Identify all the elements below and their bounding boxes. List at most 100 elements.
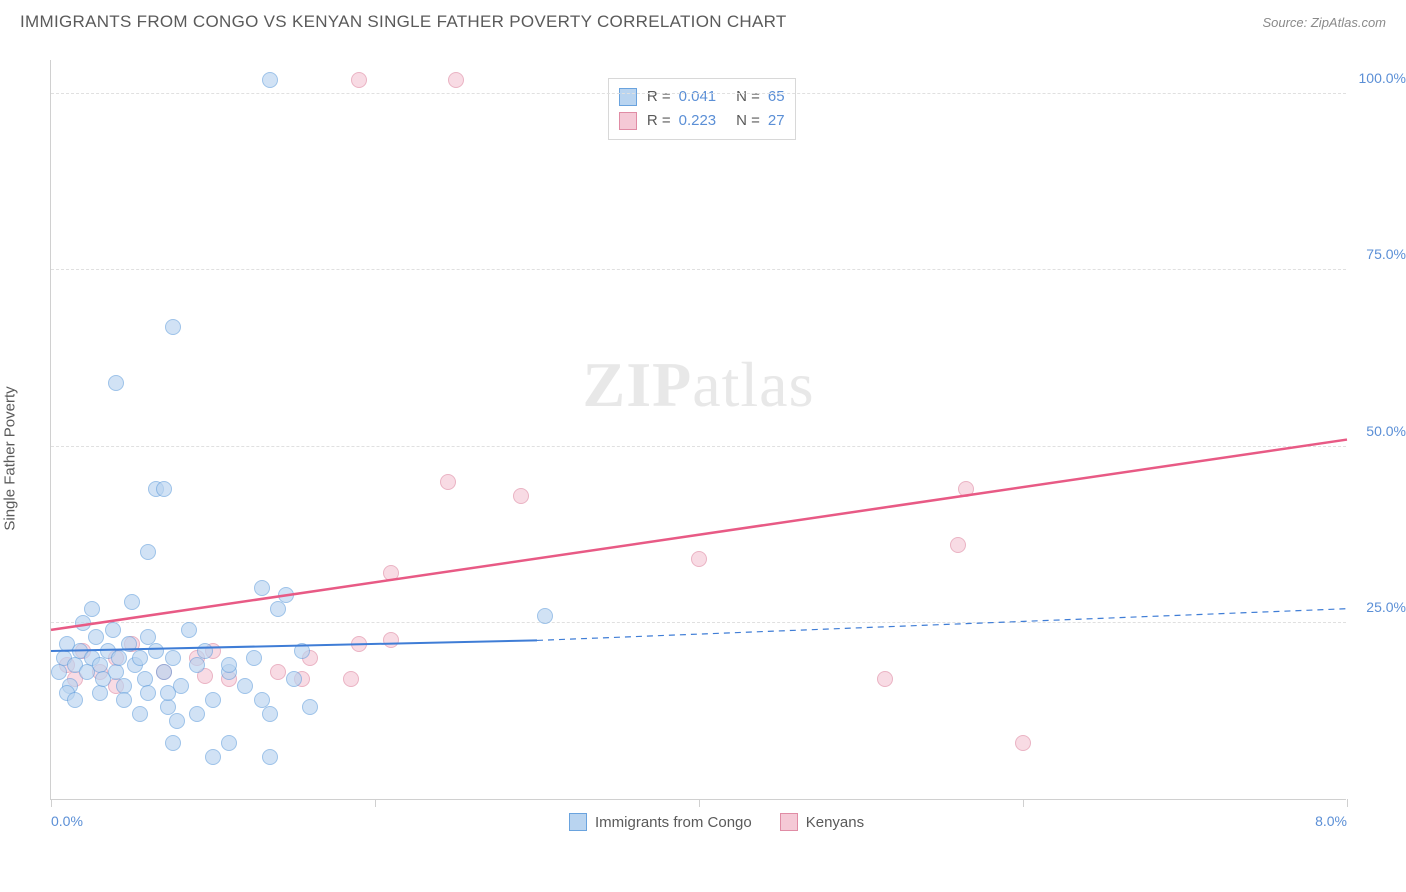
scatter-point-congo [189, 657, 205, 673]
scatter-point-congo [197, 643, 213, 659]
scatter-point-congo [156, 664, 172, 680]
watermark-bold: ZIP [583, 349, 693, 420]
scatter-point-congo [165, 650, 181, 666]
watermark: ZIPatlas [583, 348, 815, 422]
scatter-point-congo [262, 72, 278, 88]
scatter-point-congo [237, 678, 253, 694]
scatter-point-congo [189, 706, 205, 722]
scatter-point-congo [254, 580, 270, 596]
scatter-point-congo [205, 749, 221, 765]
n-label: N = [736, 109, 760, 133]
r-value-kenyan: 0.223 [679, 109, 717, 133]
y-tick-label: 100.0% [1350, 70, 1406, 86]
scatter-point-kenyan [383, 565, 399, 581]
plot-area: ZIPatlas R = 0.041 N = 65 R = 0.223 N = … [50, 60, 1346, 800]
legend-series: Immigrants from Congo Kenyans [569, 813, 882, 831]
y-tick-label: 50.0% [1350, 423, 1406, 439]
chart-container: Single Father Poverty ZIPatlas R = 0.041… [0, 40, 1406, 860]
scatter-point-kenyan [691, 551, 707, 567]
scatter-point-congo [132, 650, 148, 666]
scatter-point-congo [205, 692, 221, 708]
y-tick-label: 75.0% [1350, 246, 1406, 262]
source-attribution: Source: ZipAtlas.com [1262, 15, 1386, 30]
trendline [51, 440, 1347, 630]
scatter-point-kenyan [440, 474, 456, 490]
r-label: R = [647, 85, 671, 109]
x-tick [375, 799, 376, 807]
x-tick [1023, 799, 1024, 807]
scatter-point-kenyan [513, 488, 529, 504]
scatter-point-congo [165, 735, 181, 751]
scatter-point-congo [105, 622, 121, 638]
scatter-point-kenyan [448, 72, 464, 88]
n-value-kenyan: 27 [768, 109, 785, 133]
scatter-point-congo [92, 685, 108, 701]
gridline-horizontal [51, 269, 1346, 270]
scatter-point-kenyan [343, 671, 359, 687]
scatter-point-congo [116, 692, 132, 708]
scatter-point-congo [262, 749, 278, 765]
scatter-point-kenyan [1015, 735, 1031, 751]
y-tick-label: 25.0% [1350, 599, 1406, 615]
scatter-point-congo [148, 643, 164, 659]
scatter-point-congo [246, 650, 262, 666]
r-label: R = [647, 109, 671, 133]
gridline-horizontal [51, 93, 1346, 94]
scatter-point-congo [165, 319, 181, 335]
n-label: N = [736, 85, 760, 109]
scatter-point-congo [302, 699, 318, 715]
scatter-point-congo [75, 615, 91, 631]
x-tick [51, 799, 52, 807]
scatter-point-congo [270, 601, 286, 617]
gridline-horizontal [51, 446, 1346, 447]
gridline-horizontal [51, 622, 1346, 623]
scatter-point-congo [140, 685, 156, 701]
legend-stats-row-congo: R = 0.041 N = 65 [619, 85, 785, 109]
legend-label-congo: Immigrants from Congo [595, 814, 752, 831]
scatter-point-congo [278, 587, 294, 603]
scatter-point-congo [286, 671, 302, 687]
scatter-point-congo [221, 657, 237, 673]
legend-item-congo: Immigrants from Congo [569, 813, 752, 831]
legend-label-kenyan: Kenyans [806, 814, 864, 831]
n-value-congo: 65 [768, 85, 785, 109]
scatter-point-kenyan [958, 481, 974, 497]
scatter-point-kenyan [877, 671, 893, 687]
scatter-point-kenyan [950, 537, 966, 553]
scatter-point-congo [124, 594, 140, 610]
scatter-point-congo [88, 629, 104, 645]
scatter-point-congo [84, 601, 100, 617]
scatter-point-congo [156, 481, 172, 497]
scatter-point-kenyan [351, 72, 367, 88]
scatter-point-congo [121, 636, 137, 652]
scatter-point-kenyan [351, 636, 367, 652]
x-tick-label: 0.0% [51, 813, 83, 829]
legend-stats-row-kenyan: R = 0.223 N = 27 [619, 109, 785, 133]
r-value-congo: 0.041 [679, 85, 717, 109]
chart-title: IMMIGRANTS FROM CONGO VS KENYAN SINGLE F… [20, 12, 787, 32]
scatter-point-congo [294, 643, 310, 659]
y-axis-label: Single Father Poverty [2, 386, 19, 530]
x-tick [1347, 799, 1348, 807]
legend-item-kenyan: Kenyans [780, 813, 864, 831]
scatter-point-congo [108, 375, 124, 391]
scatter-point-congo [173, 678, 189, 694]
scatter-point-congo [181, 622, 197, 638]
swatch-congo [569, 813, 587, 831]
scatter-point-congo [160, 699, 176, 715]
trendline [537, 609, 1347, 641]
scatter-point-congo [140, 544, 156, 560]
swatch-kenyan [780, 813, 798, 831]
watermark-rest: atlas [692, 349, 814, 420]
x-tick [699, 799, 700, 807]
scatter-point-congo [132, 706, 148, 722]
swatch-congo [619, 88, 637, 106]
scatter-point-congo [537, 608, 553, 624]
scatter-point-congo [221, 735, 237, 751]
scatter-point-congo [262, 706, 278, 722]
legend-stats-box: R = 0.041 N = 65 R = 0.223 N = 27 [608, 78, 796, 140]
swatch-kenyan [619, 112, 637, 130]
scatter-point-congo [111, 650, 127, 666]
x-tick-label: 8.0% [1315, 813, 1347, 829]
scatter-point-kenyan [270, 664, 286, 680]
